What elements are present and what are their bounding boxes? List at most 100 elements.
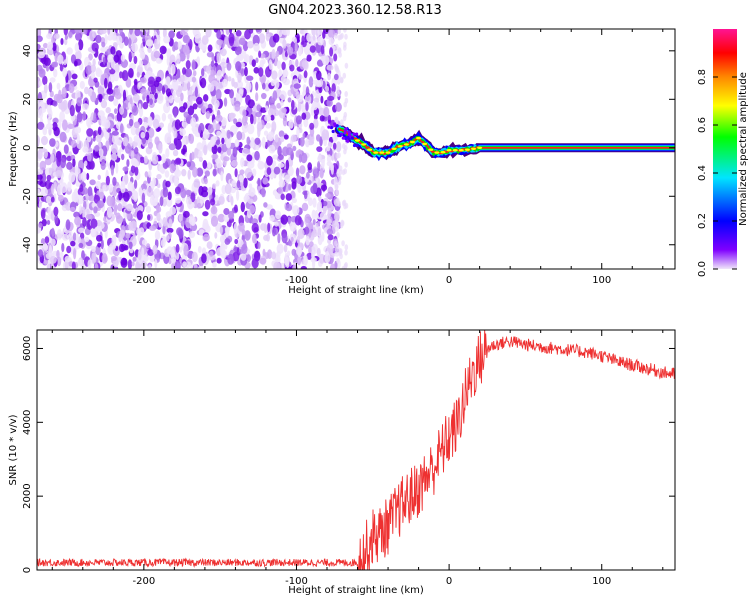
colorbar: 0.0 0.2 0.4 0.6 0.8 Normalized spectral ampl…	[697, 29, 749, 277]
noise-speckle	[241, 229, 246, 236]
noise-speckle	[42, 243, 49, 251]
noise-speckle	[146, 243, 151, 249]
noise-speckle	[109, 159, 115, 170]
noise-speckle	[317, 220, 321, 226]
noise-speckle	[136, 210, 143, 221]
signal-hotspot	[452, 149, 458, 152]
noise-speckle	[104, 77, 108, 89]
noise-speckle	[262, 248, 266, 257]
noise-speckle	[322, 205, 327, 214]
snr-y-label: SNR (10 * v/v)	[8, 414, 19, 485]
noise-speckle	[235, 30, 242, 37]
noise-speckle	[244, 167, 253, 179]
noise-speckle	[151, 154, 159, 165]
noise-speckle	[56, 94, 63, 104]
noise-speckle	[329, 263, 336, 269]
noise-speckle	[205, 29, 212, 38]
noise-speckle	[191, 76, 196, 83]
noise-speckle	[114, 64, 120, 74]
noise-speckle	[53, 126, 60, 137]
spectrogram-y-label: Frequency (Hz)	[8, 111, 19, 187]
noise-speckle	[316, 146, 323, 153]
noise-speckle	[212, 119, 217, 130]
noise-speckle	[56, 82, 61, 90]
noise-speckle	[161, 85, 166, 95]
noise-speckle	[152, 177, 157, 187]
noise-speckle	[101, 253, 108, 264]
noise-speckle	[322, 200, 328, 207]
noise-speckle	[86, 172, 90, 181]
noise-speckle	[186, 80, 191, 91]
noise-speckle	[234, 139, 240, 148]
noise-speckle	[243, 177, 248, 189]
snr-x-ticks: -200 -100 0 100	[51, 330, 664, 587]
noise-speckle	[131, 261, 135, 267]
noise-speckle	[303, 190, 308, 200]
noise-speckle	[291, 177, 297, 184]
noise-speckle	[237, 72, 242, 83]
noise-speckle	[326, 212, 331, 224]
noise-speckle	[190, 192, 196, 203]
noise-speckle	[319, 168, 324, 179]
noise-edge-speckle	[335, 43, 339, 50]
noise-speckle	[298, 74, 303, 80]
noise-edge-speckle	[335, 197, 340, 204]
noise-edge-speckle	[344, 249, 348, 256]
noise-speckle	[171, 263, 175, 269]
noise-speckle	[327, 95, 335, 101]
noise-speckle	[269, 214, 275, 222]
signal-hotspot	[422, 142, 428, 146]
noise-speckle	[118, 190, 122, 201]
noise-speckle	[212, 168, 217, 177]
noise-speckle	[318, 153, 322, 163]
signal-hotspot	[464, 148, 470, 151]
noise-speckle	[56, 229, 63, 240]
noise-speckle	[285, 147, 294, 156]
signal-onset-speckle	[327, 125, 331, 129]
noise-speckle	[216, 257, 222, 264]
noise-speckle	[119, 123, 124, 134]
y-tick-label: -20	[22, 188, 33, 204]
x-tick-label: -200	[132, 576, 155, 587]
noise-speckle	[327, 114, 332, 125]
noise-speckle	[104, 94, 109, 101]
noise-speckle	[214, 232, 218, 239]
noise-speckle	[167, 113, 173, 120]
y-tick-label: 0	[22, 567, 33, 573]
noise-speckle	[129, 29, 133, 35]
noise-speckle	[216, 160, 223, 169]
noise-speckle	[145, 70, 153, 77]
noise-speckle	[180, 220, 185, 227]
noise-speckle	[184, 68, 192, 78]
noise-speckle	[47, 206, 52, 217]
noise-speckle	[122, 136, 129, 147]
noise-speckle	[227, 253, 235, 265]
noise-speckle	[232, 147, 238, 158]
noise-speckle	[154, 230, 161, 241]
noise-speckle	[257, 241, 261, 250]
noise-speckle	[72, 158, 76, 168]
signal-onset-speckle	[355, 144, 359, 148]
noise-speckle	[87, 186, 93, 197]
noise-speckle	[115, 212, 121, 220]
noise-speckle	[44, 236, 50, 244]
noise-speckle	[247, 161, 255, 169]
noise-speckle	[265, 31, 270, 42]
noise-speckle	[247, 198, 254, 204]
noise-speckle	[190, 117, 197, 128]
noise-speckle	[174, 119, 181, 130]
noise-speckle	[125, 232, 131, 239]
noise-speckle	[220, 48, 227, 57]
noise-speckle	[130, 220, 138, 232]
noise-speckle	[279, 136, 285, 143]
noise-edge-speckle	[342, 199, 347, 206]
noise-speckle	[140, 88, 147, 95]
noise-speckle	[76, 97, 82, 107]
noise-speckle	[211, 153, 219, 160]
noise-speckle	[207, 44, 213, 52]
noise-speckle	[216, 130, 222, 137]
noise-speckle	[110, 46, 116, 55]
noise-speckle	[46, 49, 54, 55]
noise-speckle	[212, 261, 217, 268]
noise-speckle	[194, 86, 198, 98]
